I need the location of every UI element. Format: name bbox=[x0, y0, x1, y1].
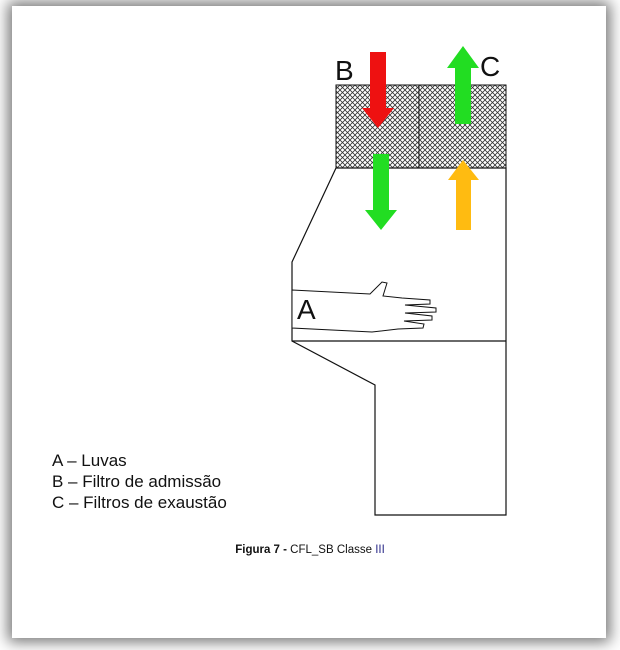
label-c: C bbox=[480, 51, 500, 82]
legend-item-a: A – Luvas bbox=[52, 451, 127, 470]
label-b: B bbox=[335, 55, 354, 86]
caption-number: Figura 7 - bbox=[235, 544, 291, 556]
caption-suffix: III bbox=[375, 544, 385, 556]
inflow-arrow-red bbox=[362, 52, 394, 128]
figure-caption: Figura 7 - CFL_SB Classe III bbox=[0, 544, 620, 556]
cabinet-outline bbox=[291, 167, 507, 516]
exhaust-arrow-green bbox=[447, 46, 479, 124]
downflow-arrow-green bbox=[365, 154, 397, 230]
caption-title: CFL_SB Classe bbox=[290, 544, 376, 556]
legend: A – Luvas B – Filtro de admissão C – Fil… bbox=[52, 450, 227, 513]
return-arrow-yellow bbox=[448, 160, 479, 230]
legend-item-b: B – Filtro de admissão bbox=[52, 472, 222, 491]
glove-icon bbox=[291, 281, 437, 333]
label-a: A bbox=[297, 294, 316, 325]
legend-item-c: C – Filtros de exaustão bbox=[52, 493, 227, 512]
